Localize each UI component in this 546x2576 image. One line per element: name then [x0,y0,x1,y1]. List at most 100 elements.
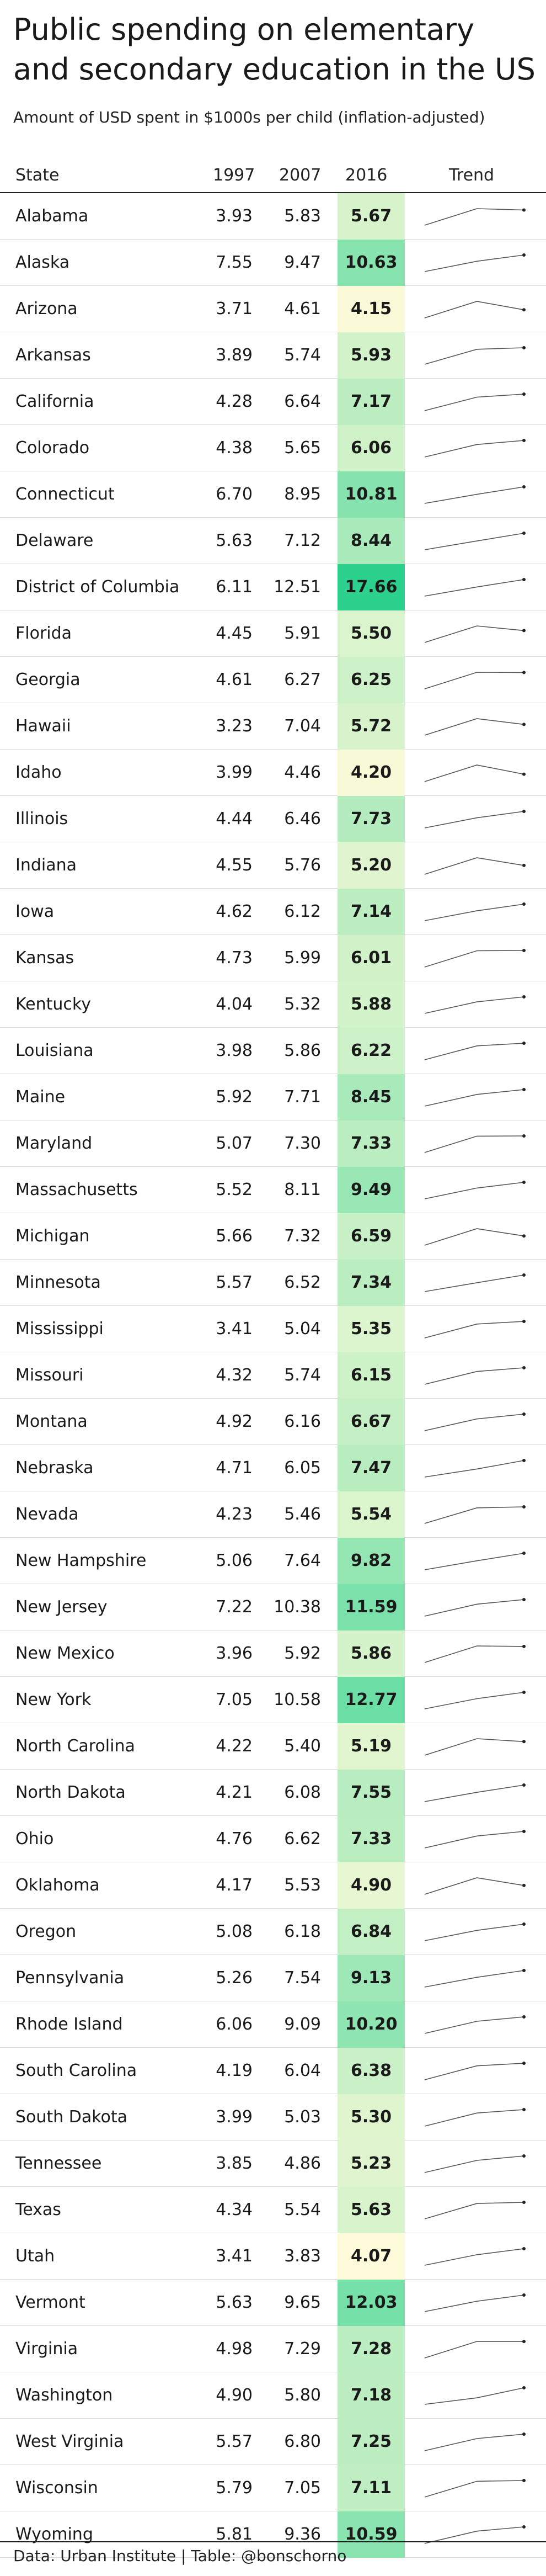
state-name: Louisiana [15,1041,94,1060]
trend-sparkline [424,2201,526,2219]
trend-sparkline [424,2015,526,2034]
value-1997: 4.98 [216,2339,253,2359]
trend-sparkline [424,2293,526,2312]
table-row: Nebraska 4.71 6.05 7.47 [0,1445,546,1491]
value-2007: 10.38 [274,1597,321,1617]
value-2016: 5.54 [338,1491,405,1538]
value-2007: 5.83 [284,206,321,226]
trend-line [424,1043,524,1060]
value-2016: 9.49 [338,1167,405,1213]
value-2007: 7.30 [284,1134,321,1153]
state-name: Iowa [15,902,55,921]
trend-endpoint [522,2062,526,2065]
trend-sparkline [424,1459,526,1478]
table-row: South Dakota 3.99 5.03 5.30 [0,2094,546,2141]
table-row: New Hampshire 5.06 7.64 9.82 [0,1538,546,1584]
value-2007: 3.83 [284,2246,321,2266]
trend-endpoint [522,1459,526,1462]
state-name: Connecticut [15,485,115,504]
trend-endpoint [522,1505,526,1509]
state-name: New Jersey [15,1597,108,1617]
trend-line [424,1089,524,1107]
trend-sparkline [424,1598,526,1617]
trend-endpoint [522,1598,526,1601]
value-2007: 5.92 [284,1644,321,1663]
trend-endpoint [522,1320,526,1323]
table-row: Alaska 7.55 9.47 10.63 [0,240,546,286]
header-state: State [15,166,60,185]
state-name: Rhode Island [15,2015,123,2034]
trend-sparkline [424,995,526,1014]
state-name: California [15,392,94,411]
trend-endpoint [522,1088,526,1091]
trend-line [424,2202,524,2219]
state-name: Alabama [15,206,89,226]
state-name: Wyoming [15,2525,93,2544]
trend-sparkline [424,2247,526,2266]
value-2016: 8.44 [338,518,405,564]
trend-endpoint [522,1740,526,1744]
table-row: New York 7.05 10.58 12.77 [0,1677,546,1723]
value-1997: 3.99 [216,2107,253,2127]
value-2007: 6.12 [284,902,321,921]
chart-subtitle: Amount of USD spent in $1000s per child … [13,108,485,126]
table-row: Mississippi 3.41 5.04 5.35 [0,1306,546,1352]
value-2007: 7.04 [284,716,321,736]
value-2007: 7.54 [284,1968,321,1988]
trend-line [424,2248,524,2266]
trend-line [424,1970,524,1988]
value-2016: 7.73 [338,796,405,842]
value-1997: 4.38 [216,438,253,458]
value-1997: 5.08 [216,1922,253,1941]
trend-line [424,1321,524,1339]
table-row: Iowa 4.62 6.12 7.14 [0,889,546,935]
value-2016: 6.15 [338,1352,405,1399]
value-2016: 9.82 [338,1538,405,1584]
value-2016: 7.47 [338,1445,405,1491]
state-name: Montana [15,1412,88,1431]
trend-sparkline [424,301,526,318]
value-1997: 3.85 [216,2154,253,2173]
table-row: Oregon 5.08 6.18 6.84 [0,1909,546,1955]
trend-sparkline [424,1552,526,1570]
table-row: Virginia 4.98 7.29 7.28 [0,2326,546,2372]
value-2016: 5.50 [338,610,405,657]
trend-line [424,1228,524,1246]
state-name: Florida [15,624,72,643]
value-2016: 7.25 [338,2419,405,2465]
table-row: Florida 4.45 5.91 5.50 [0,610,546,657]
trend-sparkline [424,718,526,736]
trend-sparkline [424,2386,526,2405]
table-row: Minnesota 5.57 6.52 7.34 [0,1260,546,1306]
value-2007: 6.18 [284,1922,321,1941]
value-1997: 5.57 [216,2432,253,2451]
value-2007: 7.05 [284,2478,321,2498]
trend-endpoint [522,253,526,257]
value-2016: 4.07 [338,2233,405,2280]
trend-line [424,1738,524,1756]
value-1997: 5.57 [216,1273,253,1292]
trend-endpoint [522,439,526,442]
table-row: Massachusetts 5.52 8.11 9.49 [0,1167,546,1213]
value-2016: 7.14 [338,889,405,935]
state-name: Indiana [15,856,77,875]
value-2007: 10.58 [274,1690,321,1709]
trend-sparkline [424,1088,526,1107]
trend-line [424,2155,524,2173]
value-2016: 12.03 [338,2280,405,2326]
value-1997: 5.81 [216,2525,253,2544]
trend-sparkline [424,1644,526,1663]
value-2016: 5.20 [338,842,405,889]
trend-endpoint [522,2340,526,2344]
value-2007: 6.64 [284,392,321,411]
value-2016: 5.63 [338,2187,405,2233]
trend-endpoint [522,902,526,906]
trend-line [424,1274,524,1292]
state-name: Maine [15,1087,66,1107]
table-row: Vermont 5.63 9.65 12.03 [0,2280,546,2326]
state-name: New Hampshire [15,1551,147,1570]
value-1997: 4.21 [216,1783,253,1802]
trend-line [424,996,524,1014]
value-2007: 6.16 [284,1412,321,1431]
